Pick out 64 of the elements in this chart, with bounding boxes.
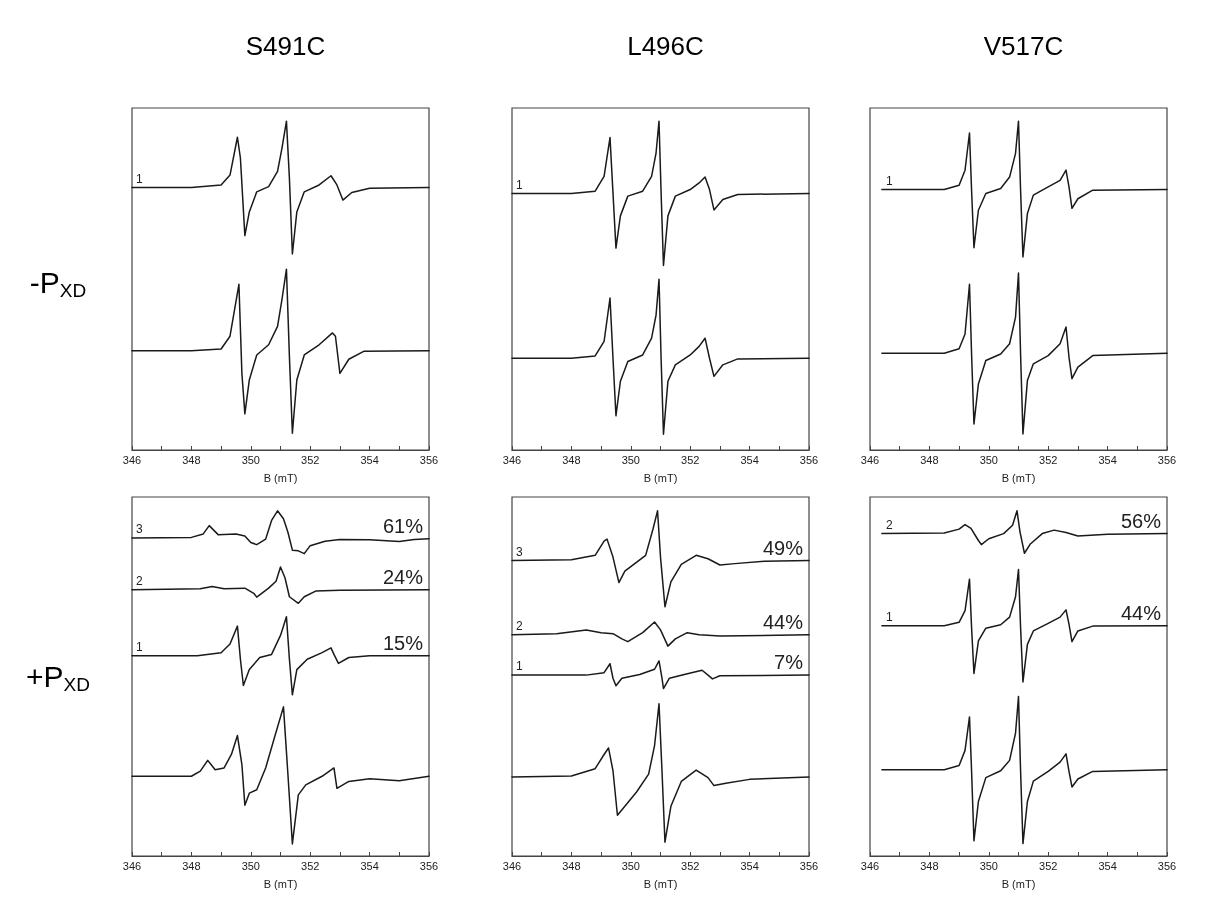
series-label: 3 bbox=[516, 544, 523, 559]
x-tick-label: 346 bbox=[502, 453, 522, 466]
x-axis-title: B (mT) bbox=[263, 471, 298, 484]
x-tick-label: 348 bbox=[182, 453, 201, 466]
x-tick-label: 350 bbox=[979, 453, 998, 466]
annotation: 56% bbox=[1120, 509, 1162, 532]
series-label: 1 bbox=[136, 639, 143, 654]
x-tick-label: 356 bbox=[1157, 859, 1177, 872]
x-axis-title: B (mT) bbox=[1001, 471, 1036, 484]
x-tick-label: 350 bbox=[241, 859, 260, 872]
x-tick-label: 356 bbox=[419, 453, 439, 466]
x-tick-label: 348 bbox=[562, 453, 581, 466]
x-tick-label: 346 bbox=[122, 859, 142, 872]
x-tick-label: 348 bbox=[920, 453, 939, 466]
x-tick-label: 348 bbox=[920, 859, 939, 872]
annotation: 44% bbox=[1120, 601, 1162, 624]
x-tick-label: 354 bbox=[360, 859, 379, 872]
chart-title: S491C bbox=[245, 31, 326, 61]
x-tick-label: 354 bbox=[1098, 453, 1117, 466]
x-tick-label: 354 bbox=[740, 453, 759, 466]
x-tick-label: 356 bbox=[799, 859, 819, 872]
series-label: 1 bbox=[885, 173, 893, 188]
x-tick-label: 354 bbox=[1098, 859, 1117, 872]
x-axis-title: B (mT) bbox=[643, 471, 678, 484]
chart-title: V517C bbox=[983, 31, 1064, 61]
x-axis-title: B (mT) bbox=[643, 877, 678, 890]
x-tick-label: 350 bbox=[241, 453, 260, 466]
x-tick-label: 352 bbox=[301, 453, 320, 466]
x-tick-label: 352 bbox=[681, 453, 700, 466]
x-tick-label: 350 bbox=[621, 453, 640, 466]
series-label: 1 bbox=[885, 609, 893, 624]
series-label: 2 bbox=[516, 618, 523, 633]
x-tick-label: 356 bbox=[799, 453, 819, 466]
x-tick-label: 350 bbox=[621, 859, 640, 872]
x-tick-label: 352 bbox=[1039, 453, 1058, 466]
chart-title: L496C bbox=[627, 31, 704, 61]
x-tick-label: 348 bbox=[562, 859, 581, 872]
annotation: 7% bbox=[774, 651, 804, 674]
annotation: 15% bbox=[382, 631, 424, 654]
x-tick-label: 346 bbox=[860, 453, 880, 466]
annotation: 24% bbox=[382, 565, 424, 588]
series-label: 1 bbox=[136, 171, 143, 186]
series-label: 3 bbox=[136, 522, 143, 537]
annotation: 61% bbox=[382, 514, 424, 537]
series-label: 2 bbox=[136, 573, 143, 588]
series-label: 1 bbox=[516, 659, 523, 674]
x-tick-label: 348 bbox=[182, 859, 201, 872]
x-tick-label: 354 bbox=[360, 453, 379, 466]
x-tick-label: 346 bbox=[122, 453, 142, 466]
x-axis-title: B (mT) bbox=[1001, 877, 1036, 890]
x-tick-label: 352 bbox=[681, 859, 700, 872]
x-tick-label: 356 bbox=[1157, 453, 1177, 466]
x-tick-label: 356 bbox=[419, 859, 439, 872]
x-tick-label: 346 bbox=[860, 859, 880, 872]
x-tick-label: 346 bbox=[502, 859, 522, 872]
x-axis-title: B (mT) bbox=[263, 877, 298, 890]
annotation: 49% bbox=[762, 536, 804, 559]
x-tick-label: 350 bbox=[979, 859, 998, 872]
series-label: 2 bbox=[885, 517, 893, 532]
x-tick-label: 352 bbox=[301, 859, 320, 872]
series-label: 1 bbox=[516, 177, 523, 192]
x-tick-label: 352 bbox=[1039, 859, 1058, 872]
x-tick-label: 354 bbox=[740, 859, 759, 872]
annotation: 44% bbox=[762, 610, 804, 633]
